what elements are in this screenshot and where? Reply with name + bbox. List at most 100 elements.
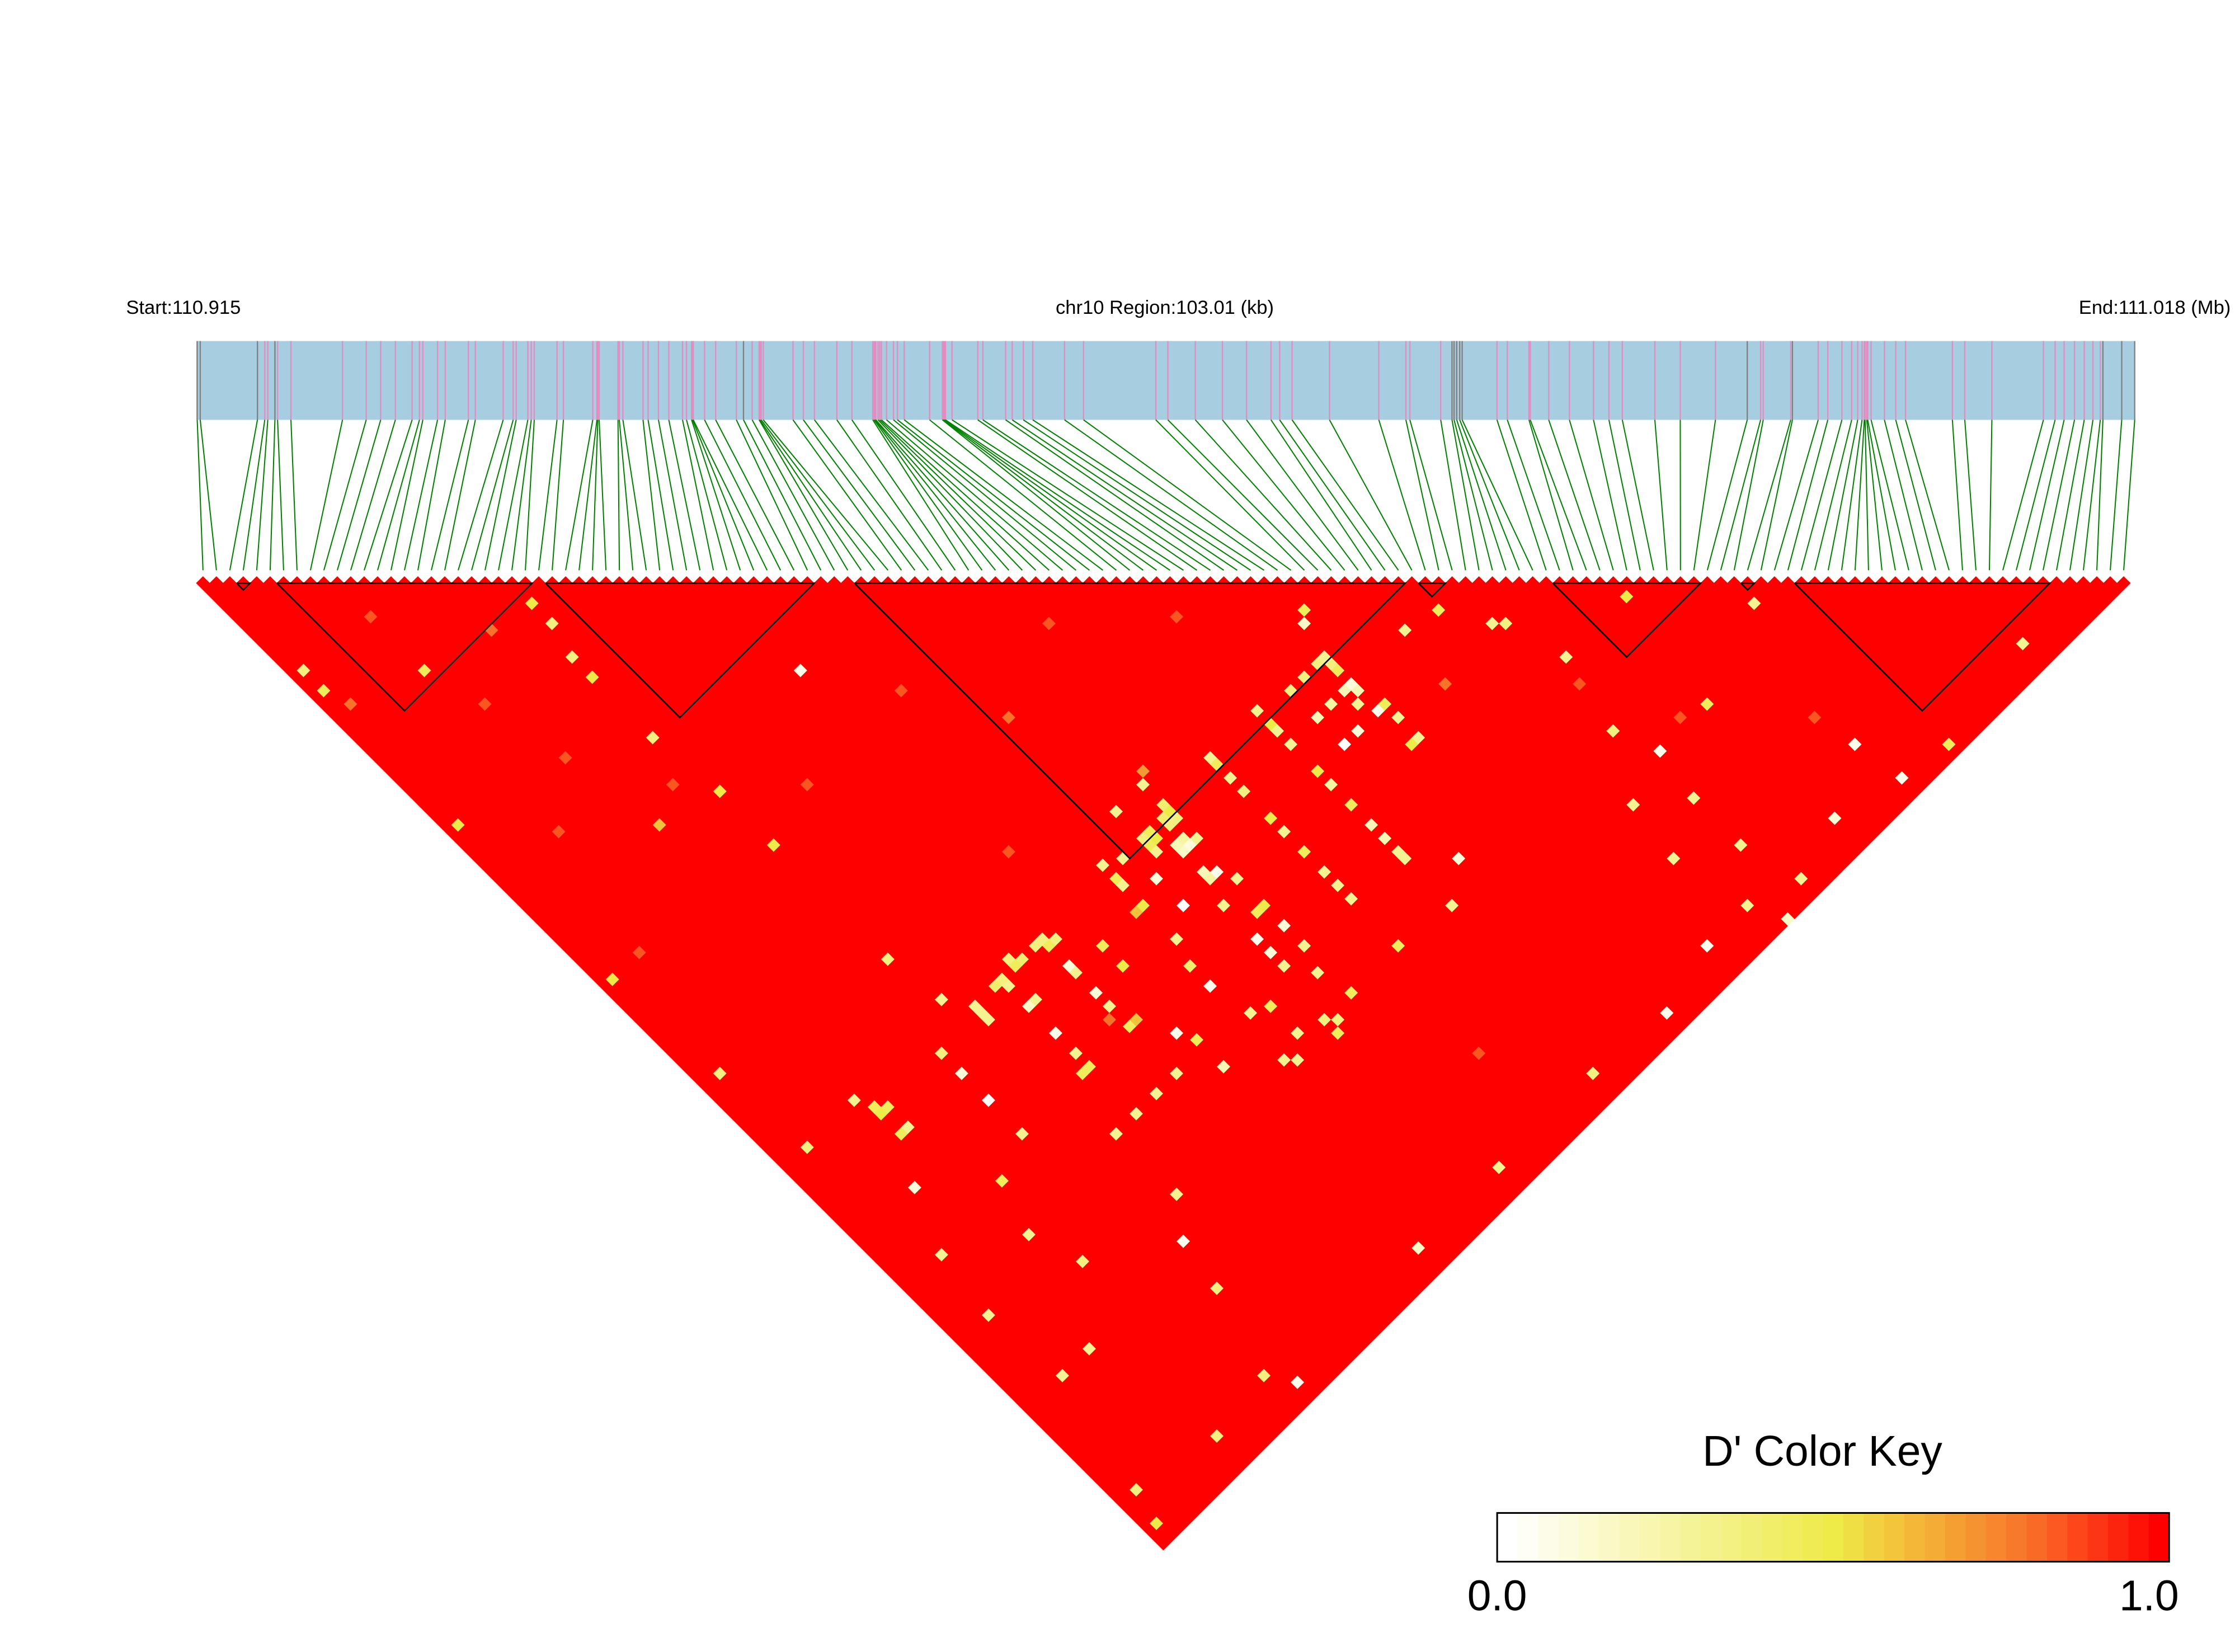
snp-connector-line — [977, 419, 1198, 571]
snp-connector-line — [417, 420, 446, 571]
snp-connector-line — [1405, 420, 1439, 571]
region-start-label: Start:110.915 — [126, 297, 241, 318]
snp-connector-line — [874, 419, 996, 571]
snp-connector-line — [704, 420, 782, 571]
snp-connector-line — [1621, 420, 1654, 571]
snp-connector-line — [565, 420, 594, 571]
snp-connector-line — [290, 420, 298, 571]
snp-connector-line — [952, 419, 1184, 571]
snp-connector-line — [1733, 420, 1764, 571]
snp-connector-line — [1270, 419, 1372, 571]
snp-connector-line — [1005, 419, 1225, 571]
snp-connector-line — [877, 419, 1023, 571]
snp-connector-line — [1593, 420, 1627, 571]
snp-connector-line — [598, 420, 607, 571]
snp-connector-line — [1814, 420, 1852, 571]
snp-connector-line — [942, 419, 1131, 571]
snp-connector-line — [277, 420, 284, 571]
snp-connector-line — [1440, 420, 1466, 571]
snp-connector-line — [875, 419, 1010, 571]
snp-connector-line — [1167, 419, 1319, 571]
snp-connector-line — [1747, 420, 1791, 571]
snp-connector-line — [2083, 420, 2101, 571]
snp-connector-line — [2015, 420, 2056, 571]
snp-connector-line — [904, 419, 1104, 571]
snp-connector-line — [945, 419, 1171, 571]
snp-connector-line — [622, 420, 647, 571]
snp-connector-line — [691, 420, 741, 571]
snp-connector-line — [444, 420, 476, 571]
snp-connector-line — [458, 420, 504, 571]
snp-connector-line — [2123, 420, 2135, 571]
snp-connector-line — [1453, 420, 1493, 571]
snp-connector-line — [1496, 420, 1547, 571]
snp-connector-line — [525, 420, 535, 571]
snp-connector-line — [592, 420, 599, 571]
snp-connector-line — [2069, 420, 2094, 571]
snp-connector-line — [1654, 420, 1668, 571]
snp-connector-line — [1964, 420, 1977, 571]
snp-connector-line — [390, 420, 424, 571]
snp-connector-line — [1222, 419, 1345, 571]
snp-connector-line — [484, 420, 517, 571]
snp-connector-line — [511, 420, 532, 571]
snp-connector-line — [538, 420, 558, 571]
snp-connector-line — [323, 420, 367, 571]
snp-connector-line — [686, 420, 728, 571]
snp-connector-line — [1800, 420, 1843, 571]
snp-connector-line — [1988, 420, 1993, 571]
snp-connector-line — [1706, 420, 1748, 571]
snp-connector-line — [893, 419, 1077, 571]
snp-connector-line — [1378, 420, 1426, 571]
snp-connector-line — [760, 419, 876, 571]
snp-connector-line — [2110, 420, 2123, 571]
snp-connector-line — [1461, 420, 1533, 571]
snp-connector-line — [693, 420, 768, 571]
snp-connector-line — [879, 419, 1037, 571]
snp-connector-line — [229, 420, 258, 571]
region-bar — [196, 341, 2135, 420]
snp-connector-line — [1854, 420, 1865, 571]
snp-connector-line — [2056, 420, 2085, 571]
snp-connector-line — [1329, 419, 1413, 571]
snp-connector-line — [1032, 419, 1265, 571]
snp-connector-line — [1884, 420, 1923, 571]
snp-connector-line — [403, 420, 439, 571]
snp-connector-line — [1693, 420, 1716, 571]
snp-connector-line — [691, 420, 755, 571]
snp-connector-line — [578, 420, 597, 571]
snp-connector-line — [1864, 420, 1869, 571]
snp-connector-line — [1760, 420, 1793, 571]
snp-connector-line — [196, 420, 204, 571]
snp-connector-line — [803, 419, 916, 571]
snp-connector-line — [2042, 420, 2076, 571]
snp-connector-line — [1507, 420, 1560, 571]
snp-connector-line — [759, 419, 862, 571]
snp-connector-line — [715, 420, 795, 571]
ld-cells — [196, 576, 2131, 1551]
snp-connector-line — [1895, 420, 1936, 571]
snp-connector-line — [657, 420, 688, 571]
snp-connector-line — [256, 420, 269, 571]
snp-connector-line — [1608, 420, 1641, 571]
snp-connector-line — [1155, 419, 1305, 571]
snp-connector-line — [944, 419, 1158, 571]
snp-connector-line — [1528, 420, 1574, 571]
snp-connector-line — [873, 419, 983, 571]
snp-connector-line — [363, 420, 413, 571]
snp-connector-line — [1451, 420, 1480, 571]
snp-connector-line — [1870, 420, 1909, 571]
snp-connector-line — [897, 419, 1090, 571]
snp-connector-line — [1246, 419, 1359, 571]
snp-connector-line — [1409, 420, 1453, 571]
snp-connector-line — [881, 419, 1050, 571]
snp-connector-line — [836, 419, 943, 571]
snp-marks — [196, 341, 2135, 420]
snp-connector-line — [1773, 420, 1819, 571]
region-title-label: chr10 Region:103.01 (kb) — [1056, 297, 1274, 318]
snp-connector-line — [199, 420, 217, 571]
snp-connector-line — [2002, 420, 2044, 571]
snp-connector-line — [242, 420, 266, 571]
snp-connector-line — [498, 420, 529, 571]
